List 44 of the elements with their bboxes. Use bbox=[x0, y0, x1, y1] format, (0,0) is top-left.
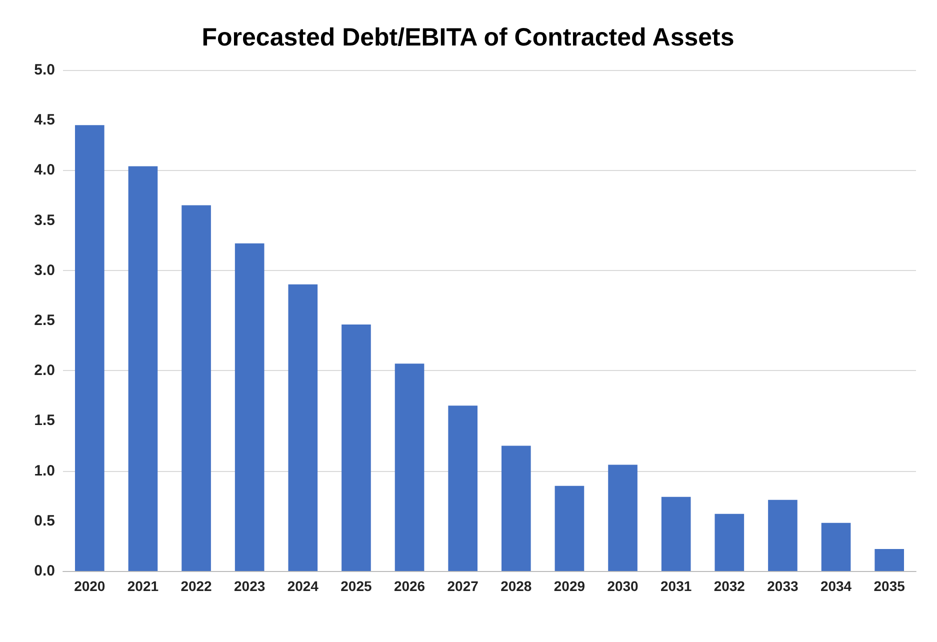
bar bbox=[288, 284, 318, 571]
bar bbox=[768, 500, 798, 571]
bar bbox=[182, 205, 211, 571]
bar bbox=[501, 446, 531, 571]
x-tick-label: 2026 bbox=[394, 578, 426, 594]
y-tick-label: 2.0 bbox=[34, 362, 55, 380]
bar bbox=[608, 464, 638, 571]
x-tick-label: 2031 bbox=[660, 578, 692, 594]
bar bbox=[448, 406, 478, 571]
y-tick-label: 0.0 bbox=[34, 562, 55, 580]
x-tick-label: 2032 bbox=[714, 578, 746, 594]
x-tick-label: 2027 bbox=[447, 578, 479, 594]
x-tick-label: 2028 bbox=[500, 578, 532, 594]
y-tick-label: 1.0 bbox=[34, 462, 55, 480]
bar bbox=[714, 514, 744, 571]
bar bbox=[661, 496, 691, 571]
x-tick-label: 2024 bbox=[287, 578, 319, 594]
bar bbox=[128, 166, 158, 571]
bar bbox=[74, 125, 104, 571]
y-tick-label: 4.5 bbox=[34, 112, 55, 129]
x-tick-label: 2030 bbox=[607, 578, 639, 594]
x-tick-label: 2021 bbox=[127, 578, 159, 594]
y-tick-label: 3.5 bbox=[34, 212, 55, 229]
y-tick-label: 5.0 bbox=[34, 62, 55, 78]
bar bbox=[342, 324, 371, 571]
y-tick-label: 2.5 bbox=[34, 312, 55, 329]
y-tick-label: 0.5 bbox=[34, 512, 55, 530]
x-tick-label: 2034 bbox=[820, 578, 852, 594]
bar bbox=[554, 486, 584, 571]
x-tick-label: 2035 bbox=[874, 578, 906, 594]
y-tick-label: 3.0 bbox=[34, 262, 55, 279]
x-tick-label: 2022 bbox=[180, 578, 212, 594]
y-tick-label: 1.5 bbox=[34, 412, 55, 430]
bar bbox=[874, 548, 904, 571]
bar bbox=[234, 243, 264, 571]
x-tick-label: 2033 bbox=[767, 578, 798, 594]
x-tick-label: 2023 bbox=[234, 578, 266, 594]
bar bbox=[394, 364, 424, 571]
x-tick-label: 2020 bbox=[74, 578, 106, 594]
bar bbox=[821, 522, 851, 571]
x-tick-label: 2029 bbox=[554, 578, 586, 594]
chart-title: Forecasted Debt/EBITA of Contracted Assets bbox=[202, 24, 734, 52]
y-tick-label: 4.0 bbox=[34, 162, 55, 179]
x-tick-label: 2025 bbox=[340, 578, 372, 594]
